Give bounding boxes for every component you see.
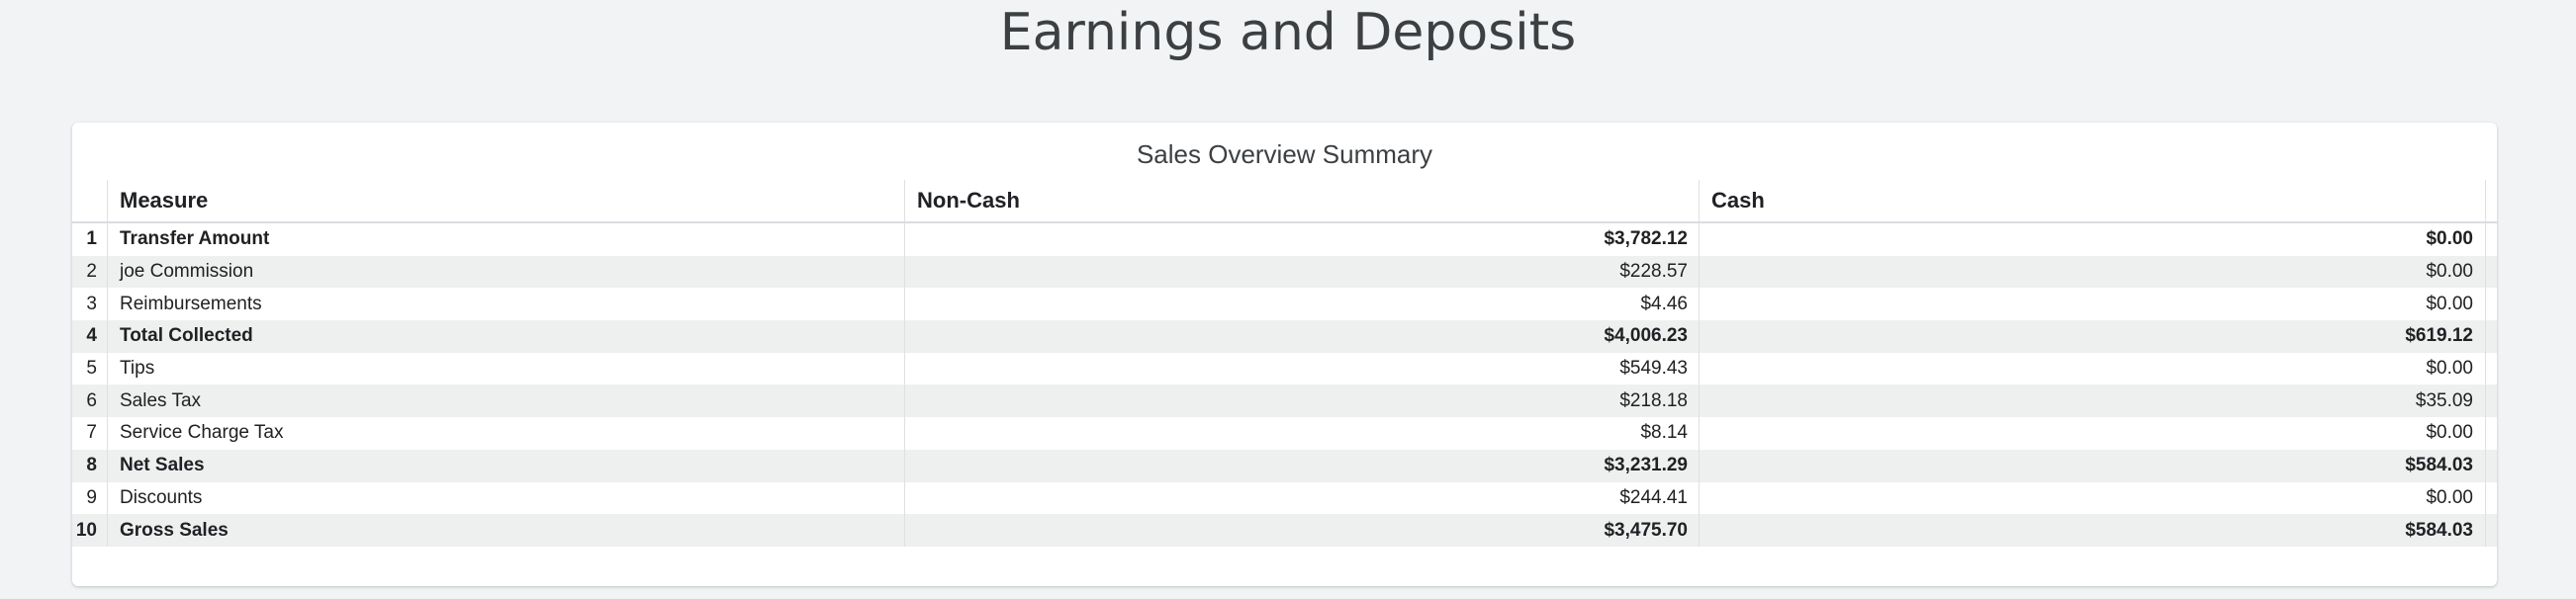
measure-cell: Transfer Amount [108,223,905,256]
measure-cell: Net Sales [108,449,905,482]
sales-overview-card: Sales Overview Summary Measure Non-Cash … [72,123,2497,586]
page-title: Earnings and Deposits [999,3,1577,62]
table-row: 9 Discounts $244.41 $0.00 [72,481,2497,515]
non-cash-cell: $549.43 [905,352,1700,385]
cash-cell: $0.00 [1700,288,2486,321]
cash-cell: $0.00 [1700,352,2486,385]
non-cash-cell: $228.57 [905,255,1700,289]
measure-cell: Gross Sales [108,514,905,547]
table-row: 6 Sales Tax $218.18 $35.09 [72,385,2497,418]
cash-cell: $619.12 [1700,320,2486,353]
non-cash-cell: $8.14 [905,417,1700,450]
non-cash-cell: $3,475.70 [905,514,1700,547]
header-index [72,180,108,221]
table-row: 2 joe Commission $228.57 $0.00 [72,255,2497,289]
table-row: 4 Total Collected $4,006.23 $619.12 [72,320,2497,353]
measure-cell: Sales Tax [108,385,905,418]
measure-cell: Service Charge Tax [108,417,905,450]
row-index: 1 [72,223,108,256]
cash-cell: $0.00 [1700,481,2486,515]
row-index: 10 [72,514,108,547]
row-index: 7 [72,417,108,450]
cash-cell: $35.09 [1700,385,2486,418]
header-non-cash[interactable]: Non-Cash [905,180,1700,221]
row-index: 8 [72,449,108,482]
summary-table: Measure Non-Cash Cash 1 Transfer Amount … [72,180,2497,547]
row-index: 2 [72,255,108,289]
cash-cell: $0.00 [1700,417,2486,450]
row-index: 4 [72,320,108,353]
cash-cell: $584.03 [1700,514,2486,547]
non-cash-cell: $3,231.29 [905,449,1700,482]
table-row: 1 Transfer Amount $3,782.12 $0.00 [72,223,2497,256]
row-index: 6 [72,385,108,418]
row-index: 3 [72,288,108,321]
cash-cell: $0.00 [1700,223,2486,256]
table-row: 5 Tips $549.43 $0.00 [72,352,2497,385]
table-header-row: Measure Non-Cash Cash [72,180,2497,223]
measure-cell: joe Commission [108,255,905,289]
header-cash[interactable]: Cash [1700,180,2486,221]
table-row: 7 Service Charge Tax $8.14 $0.00 [72,417,2497,450]
card-title: Sales Overview Summary [1136,139,1433,169]
row-index: 5 [72,352,108,385]
measure-cell: Discounts [108,481,905,515]
row-index: 9 [72,481,108,515]
cash-cell: $0.00 [1700,255,2486,289]
table-row: 10 Gross Sales $3,475.70 $584.03 [72,514,2497,547]
non-cash-cell: $4,006.23 [905,320,1700,353]
header-measure[interactable]: Measure [108,180,905,221]
measure-cell: Reimbursements [108,288,905,321]
measure-cell: Total Collected [108,320,905,353]
table-row: 3 Reimbursements $4.46 $0.00 [72,288,2497,321]
table-row: 8 Net Sales $3,231.29 $584.03 [72,449,2497,482]
non-cash-cell: $218.18 [905,385,1700,418]
non-cash-cell: $244.41 [905,481,1700,515]
non-cash-cell: $3,782.12 [905,223,1700,256]
measure-cell: Tips [108,352,905,385]
cash-cell: $584.03 [1700,449,2486,482]
non-cash-cell: $4.46 [905,288,1700,321]
